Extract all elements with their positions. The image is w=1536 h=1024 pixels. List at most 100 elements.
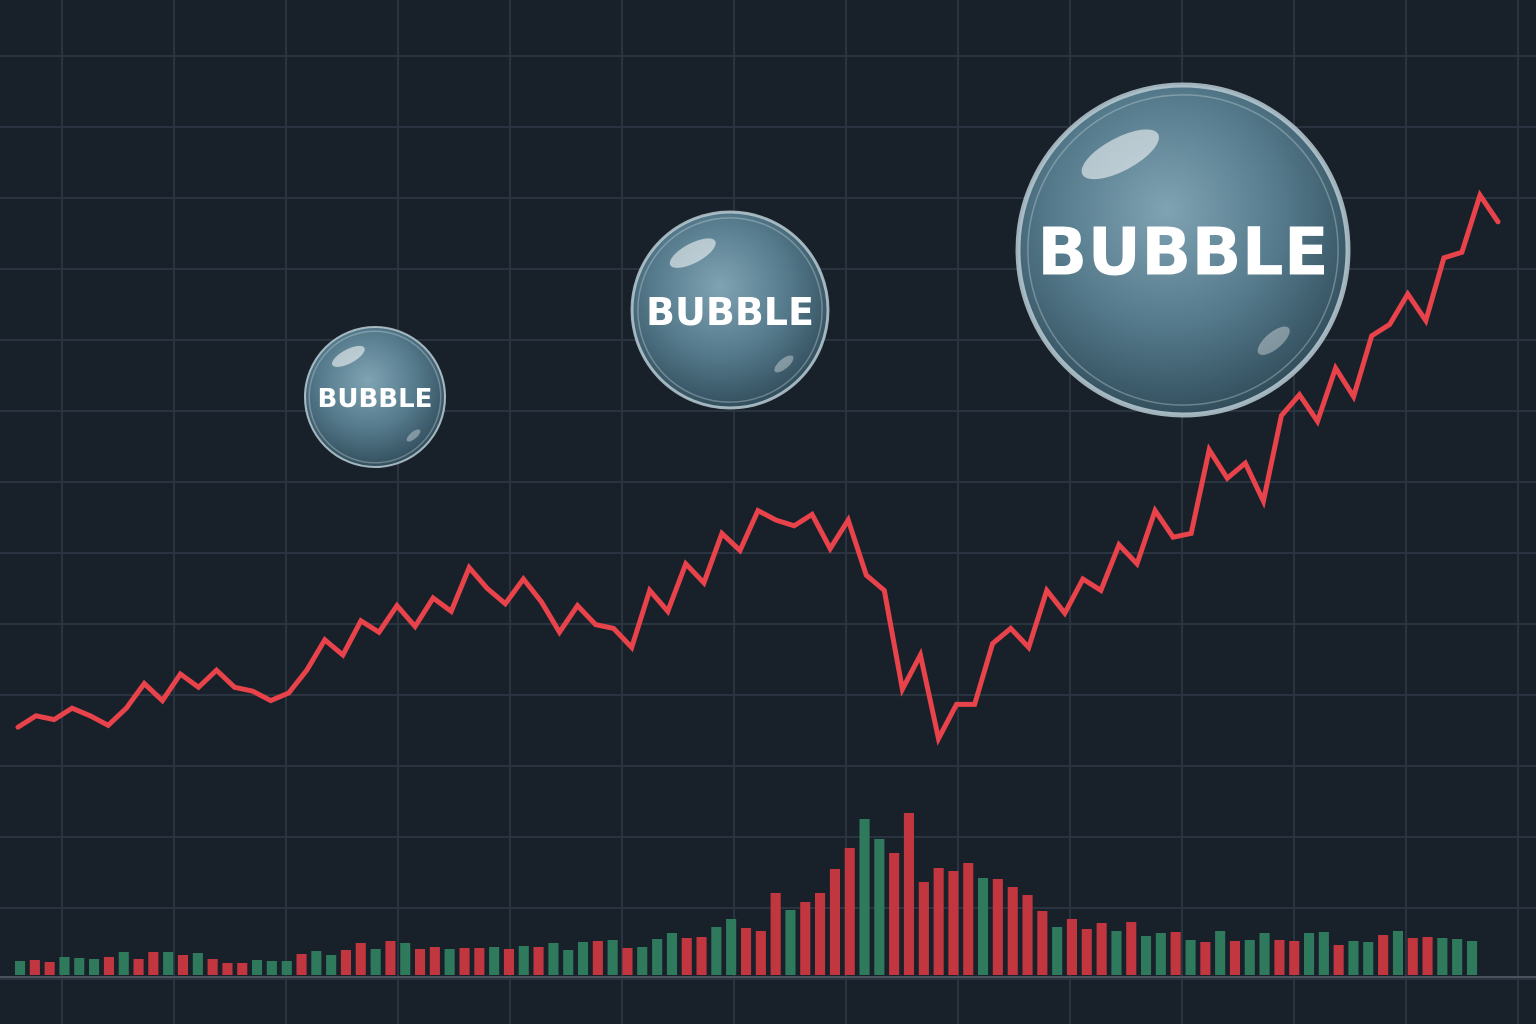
- volume-bar: [311, 951, 322, 975]
- price-line: [15, 189, 1501, 746]
- volume-bar: [815, 893, 826, 975]
- volume-bar: [637, 947, 648, 975]
- volume-bar: [874, 839, 885, 975]
- bubble-highlight: [669, 238, 716, 268]
- volume-bar: [118, 952, 129, 975]
- volume-bar: [1052, 927, 1063, 975]
- volume-bar: [103, 957, 114, 975]
- volume-bar: [1348, 941, 1359, 975]
- volume-bar: [1229, 941, 1240, 975]
- volume-bar: [933, 868, 944, 975]
- volume-bar: [1007, 887, 1018, 975]
- volume-bar: [1333, 945, 1344, 975]
- volume-bar: [415, 949, 426, 975]
- volume-bar: [681, 938, 692, 975]
- volume-bar: [444, 949, 455, 975]
- volume-bar: [533, 947, 544, 975]
- bubble-inner-rim: [1027, 94, 1339, 406]
- volume-bar: [696, 937, 707, 975]
- volume-bar: [1066, 919, 1077, 975]
- volume-bar: [74, 958, 85, 975]
- bubble-label: BUBBLE: [646, 290, 814, 334]
- volume-bar: [711, 927, 722, 975]
- volume-bar: [1155, 933, 1166, 975]
- volume-bar: [607, 940, 618, 975]
- volume-bar: [222, 963, 233, 975]
- volume-bar: [192, 953, 203, 975]
- volume-bar: [237, 963, 248, 975]
- volume-bar: [652, 939, 663, 975]
- volume-bar: [177, 955, 188, 975]
- bubble-reflection: [1257, 326, 1290, 355]
- volume-bar: [340, 950, 351, 975]
- volume-bar: [578, 942, 589, 975]
- bubble-large: BUBBLE: [1015, 82, 1351, 418]
- volume-bar: [489, 947, 500, 975]
- volume-bar: [281, 961, 292, 975]
- bubble-inner-rim: [637, 217, 823, 403]
- volume-bar: [1200, 942, 1211, 975]
- volume-bar: [474, 948, 485, 975]
- volume-bar: [1141, 936, 1152, 975]
- volume-bar: [518, 946, 529, 975]
- volume-bar: [503, 949, 514, 975]
- bubbles: BUBBLE BUBBLE BUBBLE: [303, 82, 1351, 469]
- volume-bars: [15, 813, 1478, 975]
- volume-bar: [800, 902, 811, 975]
- volume-bar: [1022, 895, 1033, 975]
- volume-bar: [370, 949, 381, 975]
- volume-bar: [266, 961, 277, 975]
- volume-bar: [1289, 941, 1300, 975]
- volume-bar: [741, 928, 752, 975]
- volume-bar: [1170, 932, 1181, 975]
- volume-bar: [1304, 933, 1315, 975]
- volume-bar: [148, 952, 159, 975]
- volume-bar: [1259, 933, 1270, 975]
- volume-bar: [133, 959, 144, 975]
- volume-bar: [1244, 940, 1255, 975]
- volume-bar: [563, 950, 574, 975]
- volume-bar: [385, 941, 396, 975]
- volume-bar: [918, 882, 929, 975]
- volume-bar: [326, 955, 337, 975]
- volume-bar: [755, 931, 766, 975]
- volume-bar: [400, 943, 411, 975]
- volume-bar: [1111, 931, 1122, 975]
- volume-bar: [1452, 939, 1463, 975]
- volume-bar: [666, 933, 677, 975]
- volume-bar: [1081, 929, 1092, 975]
- bubble-highlight: [331, 345, 365, 367]
- bubble-medium: BUBBLE: [630, 210, 830, 410]
- volume-bar: [1467, 941, 1478, 975]
- volume-bar: [1422, 937, 1433, 975]
- bubble-label: BUBBLE: [1037, 214, 1329, 291]
- volume-bar: [548, 943, 559, 975]
- volume-bar: [859, 819, 870, 975]
- bubble-highlight: [1081, 129, 1159, 180]
- volume-bar: [785, 910, 796, 975]
- volume-bar: [163, 952, 174, 975]
- volume-bar: [355, 943, 366, 975]
- volume-bar: [1037, 911, 1048, 975]
- volume-bar: [15, 961, 26, 975]
- volume-bar: [992, 879, 1003, 975]
- volume-bar: [1274, 940, 1285, 975]
- volume-bar: [829, 869, 840, 975]
- bubble-inner-rim: [308, 330, 442, 464]
- volume-bar: [1318, 932, 1329, 975]
- volume-bar: [1126, 922, 1137, 975]
- bubble-small: BUBBLE: [303, 325, 447, 469]
- volume-bar: [1185, 940, 1196, 975]
- bubble-label: BUBBLE: [318, 384, 433, 414]
- volume-bar: [592, 941, 603, 975]
- volume-bar: [948, 871, 959, 975]
- volume-bar: [844, 848, 855, 975]
- volume-bar: [770, 893, 781, 975]
- volume-bar: [59, 957, 70, 975]
- volume-bar: [1363, 942, 1374, 975]
- volume-bar: [1392, 931, 1403, 975]
- volume-bar: [978, 878, 989, 975]
- volume-bar: [459, 948, 470, 975]
- volume-bar: [1215, 931, 1226, 975]
